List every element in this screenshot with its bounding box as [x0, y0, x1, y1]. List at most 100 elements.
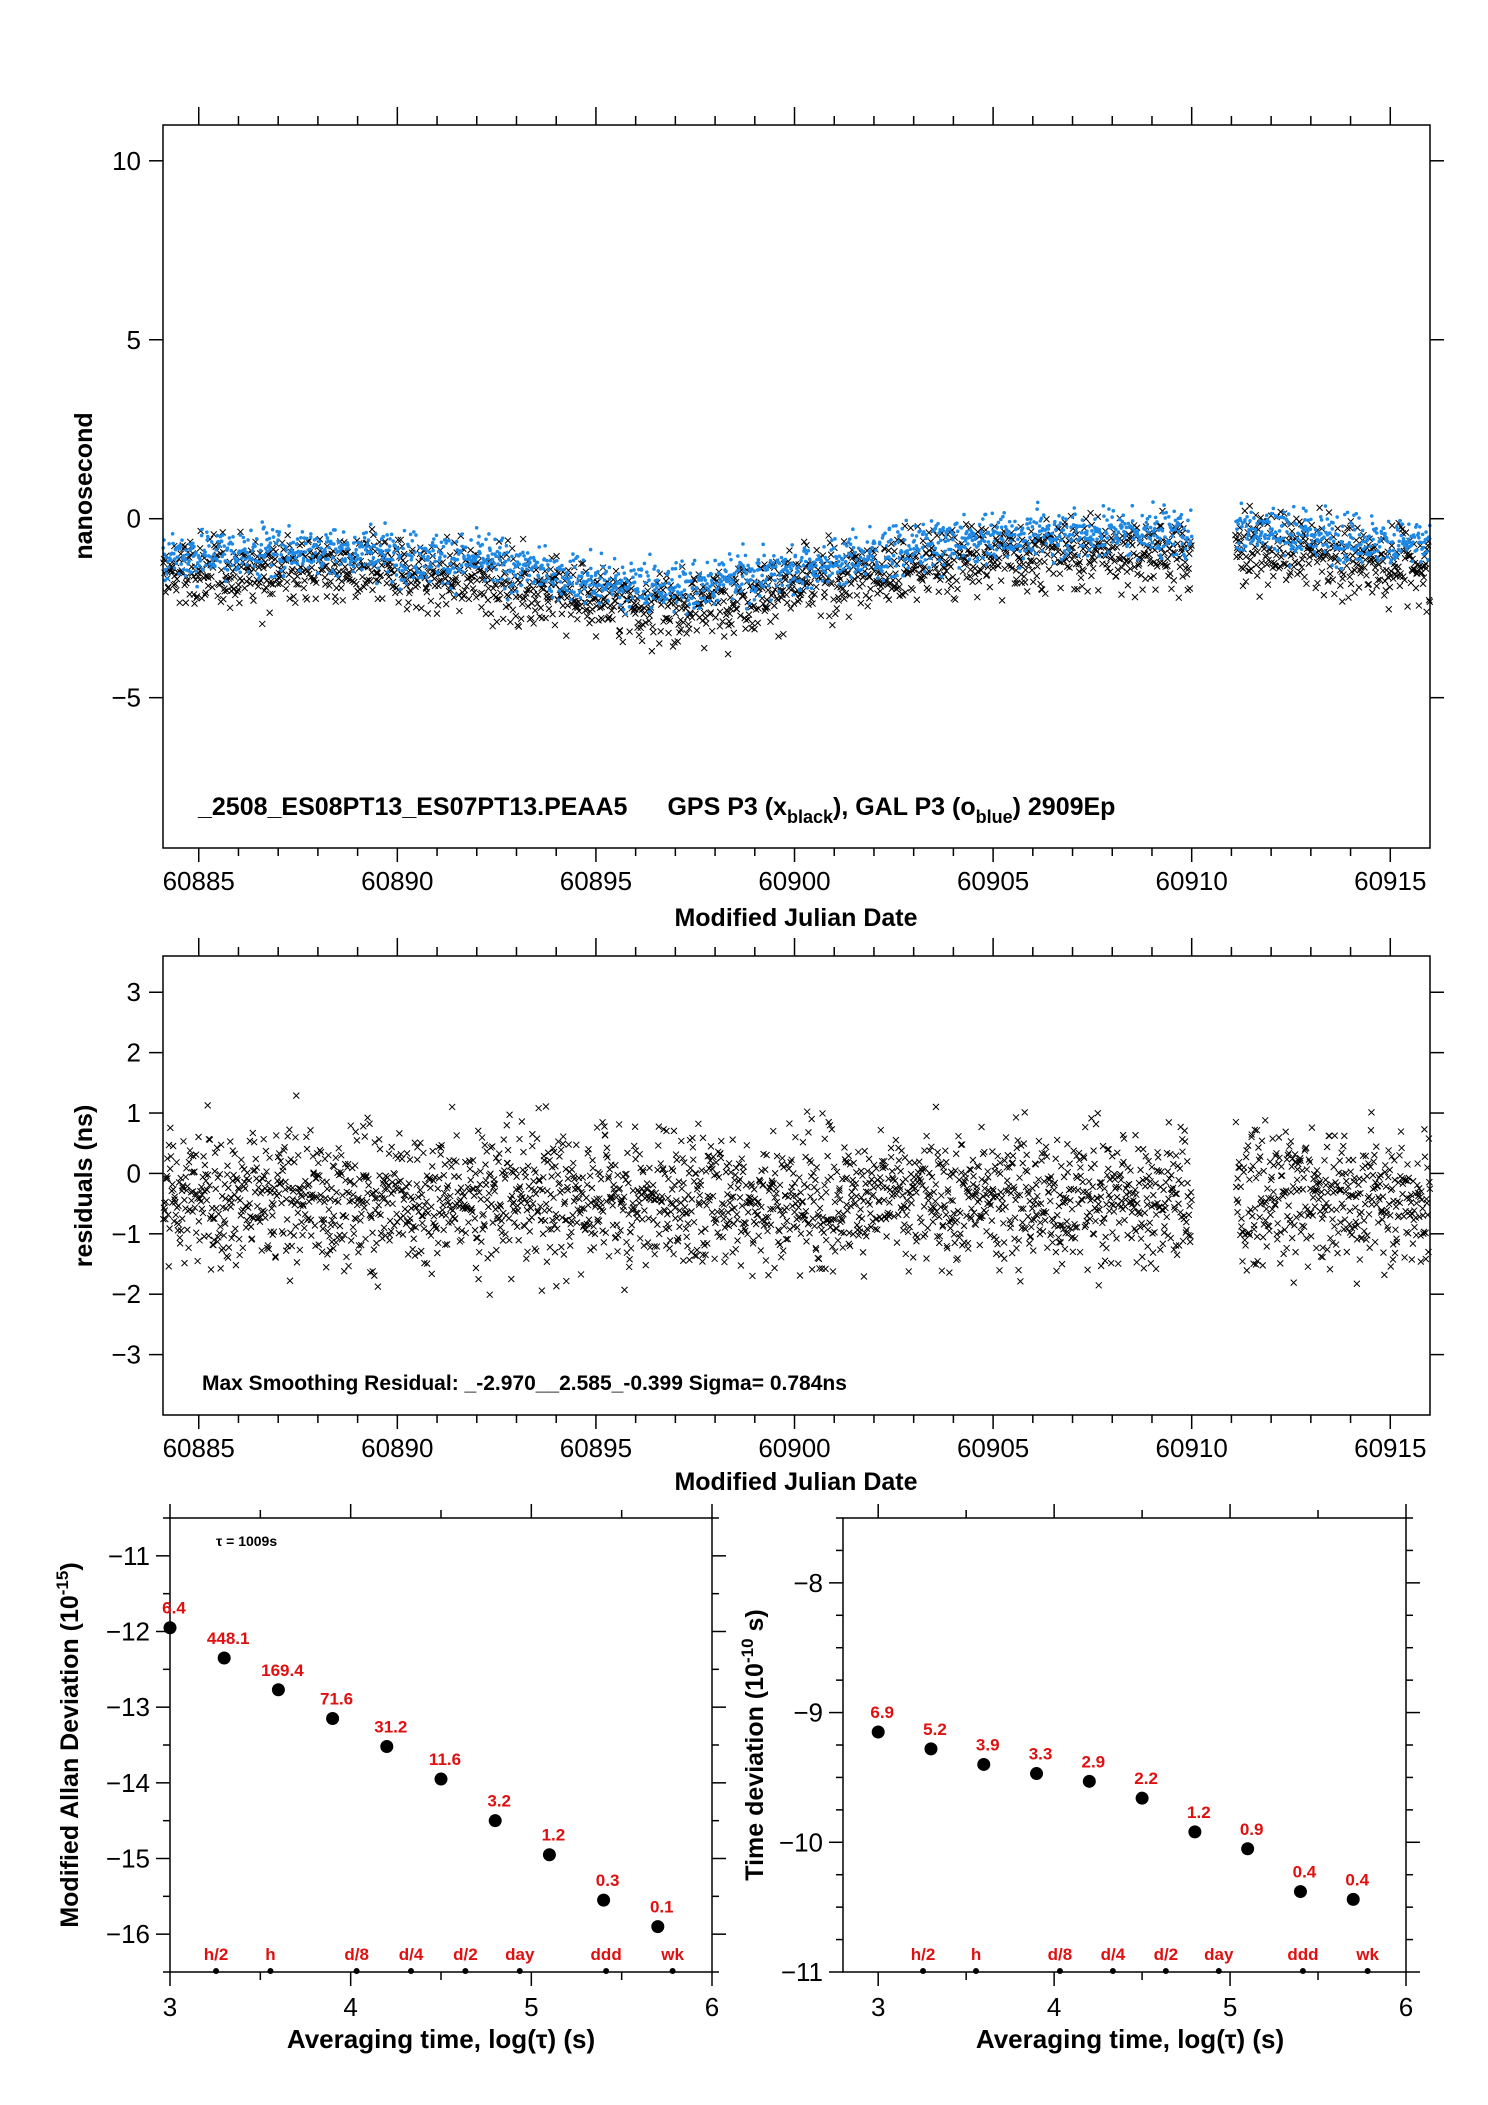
gal-point	[232, 551, 236, 555]
gal-point	[699, 596, 703, 601]
gps-point	[716, 622, 724, 630]
gal-point	[1099, 536, 1104, 541]
gal-point	[1081, 544, 1086, 548]
gal-point	[1305, 533, 1309, 538]
gal-point	[483, 578, 487, 583]
gal-point	[1144, 520, 1149, 525]
gps-point	[953, 577, 960, 585]
gal-point	[768, 559, 773, 563]
gps-point	[1139, 586, 1146, 593]
gal-point	[790, 543, 794, 547]
gal-point	[327, 545, 331, 550]
gal-point	[1070, 538, 1074, 542]
gal-point	[397, 553, 402, 558]
gal-point	[294, 542, 299, 547]
gal-point	[1035, 500, 1040, 505]
gal-point	[455, 548, 460, 552]
gal-point	[803, 548, 808, 552]
gps-point	[321, 574, 329, 581]
gal-point	[1349, 546, 1354, 551]
gal-point	[777, 561, 782, 566]
gal-point	[229, 548, 234, 553]
gal-point	[553, 572, 557, 576]
gal-point	[325, 536, 330, 540]
gal-point	[491, 578, 495, 583]
gal-point	[444, 541, 448, 545]
gal-point	[845, 544, 849, 548]
gal-point	[1053, 519, 1057, 524]
gal-point	[1087, 547, 1091, 552]
gps-point	[500, 581, 507, 588]
gal-point	[225, 568, 230, 572]
x-tick-label: 60890	[361, 866, 433, 896]
gal-point	[387, 548, 391, 552]
gal-point	[1007, 519, 1012, 524]
gal-point	[1248, 519, 1252, 523]
gps-point	[1113, 543, 1121, 551]
gal-point	[1298, 544, 1302, 549]
gal-point	[894, 573, 899, 577]
gal-point	[793, 553, 798, 558]
gps-point	[352, 580, 360, 588]
gal-point	[328, 571, 332, 575]
gal-point	[209, 565, 213, 570]
gps-point	[1385, 605, 1393, 613]
gps-point	[821, 588, 828, 596]
gal-point	[667, 581, 671, 586]
gal-point	[1084, 532, 1089, 536]
gal-point	[544, 573, 549, 578]
gal-point	[1276, 515, 1280, 520]
gal-point	[820, 579, 825, 583]
gal-point	[436, 564, 441, 568]
gps-point	[1376, 576, 1384, 584]
gal-point	[536, 575, 541, 579]
gps-point	[465, 595, 473, 603]
gal-point	[1384, 536, 1389, 541]
gps-point	[449, 576, 457, 584]
gal-point	[659, 583, 663, 588]
gal-point	[295, 562, 300, 566]
gps-point	[1042, 590, 1049, 598]
gal-point	[1321, 526, 1326, 530]
gal-point	[648, 552, 652, 557]
gps-point	[204, 582, 212, 590]
gps-point	[873, 580, 881, 587]
gal-point	[369, 559, 374, 564]
gal-point	[1237, 547, 1242, 552]
gal-point	[1254, 531, 1258, 535]
gal-point	[179, 562, 184, 566]
gps-point	[967, 550, 975, 557]
gps-point	[406, 587, 414, 594]
gal-point	[1318, 514, 1323, 519]
gps-point	[719, 587, 727, 595]
gal-point	[812, 560, 816, 564]
gal-point	[774, 584, 779, 588]
gal-point	[413, 564, 418, 569]
gps-point	[377, 571, 385, 579]
gps-point	[959, 568, 967, 575]
gal-point	[981, 534, 986, 538]
gal-point	[396, 546, 401, 551]
gps-point	[1320, 591, 1328, 599]
gal-point	[267, 536, 272, 541]
x-tick-label: 60915	[1354, 866, 1426, 896]
gal-point	[1395, 554, 1400, 558]
gal-point	[430, 540, 435, 545]
x-tick-label: 60905	[957, 866, 1029, 896]
gps-point	[1315, 547, 1323, 555]
gal-point	[631, 575, 635, 580]
gal-point	[784, 565, 789, 569]
gal-point	[227, 536, 232, 540]
gal-point	[670, 577, 674, 582]
gps-point	[482, 610, 490, 618]
gal-point	[1338, 558, 1342, 562]
gal-point	[1323, 550, 1327, 554]
gal-point	[614, 574, 618, 578]
gal-point	[221, 533, 225, 537]
gps-point	[800, 538, 808, 546]
gal-point	[849, 553, 854, 558]
gal-point	[166, 565, 171, 569]
gal-point	[804, 575, 809, 579]
gal-point	[1357, 533, 1362, 537]
gal-point	[299, 535, 303, 540]
